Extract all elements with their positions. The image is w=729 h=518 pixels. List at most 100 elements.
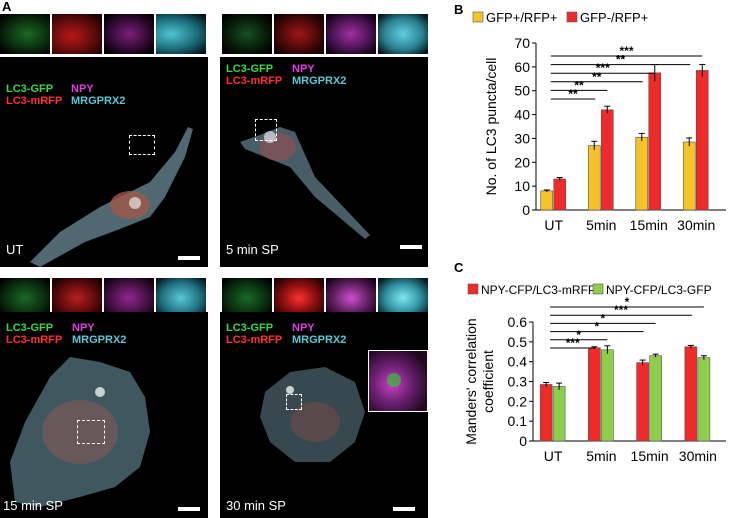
y-tick-label: 0 <box>519 433 527 449</box>
bar-GFP+/RFP+ <box>635 136 649 211</box>
panel-b-label: B <box>454 2 464 17</box>
label-lc3-gfp: LC3-GFP <box>226 322 274 334</box>
label-npy: NPY <box>71 83 94 95</box>
label-lc3-gfp: LC3-GFP <box>226 63 274 75</box>
x-tick-label: UT <box>544 217 563 233</box>
inset-thumb-5min-cyan <box>378 14 428 54</box>
legend-swatch <box>467 283 479 295</box>
bar-NPY-CFP/LC3-GFP <box>697 357 711 442</box>
micrograph-ut: LC3-GFP LC3-mRFP NPY MRGPRX2 UT <box>0 57 208 267</box>
inset-thumb-30min-magenta <box>326 278 376 318</box>
scale-bar <box>178 507 200 511</box>
bar-NPY-CFP/LC3-mRFP <box>684 346 698 442</box>
label-lc3-mrfp: LC3-mRFP <box>226 75 283 87</box>
y-tick-label: 60 <box>514 59 530 75</box>
legend-swatch <box>592 283 604 295</box>
y-tick-label: 30 <box>514 130 530 146</box>
y-tick-label: 0.6 <box>508 314 528 330</box>
label-npy: NPY <box>72 322 95 334</box>
bar-GFP-/RFP+ <box>695 70 709 211</box>
y-axis-label: coefficient <box>480 350 496 413</box>
inset-thumb-ut-magenta <box>104 14 154 54</box>
inset-thumb-30min-cyan <box>378 278 428 318</box>
bar-NPY-CFP/LC3-GFP <box>649 355 662 442</box>
scale-bar <box>400 245 422 249</box>
bar-NPY-CFP/LC3-GFP <box>552 386 566 442</box>
panel-c-label: C <box>454 260 464 275</box>
legend-label: NPY-CFP/LC3-mRFP <box>481 283 596 297</box>
legend-swatch <box>566 11 578 23</box>
significance-label: * <box>625 295 630 309</box>
micrograph-30min: LC3-GFP LC3-mRFP NPY MRGPRX2 30 min SP <box>220 312 428 518</box>
y-axis-label: Manders' correlation <box>463 318 479 444</box>
inset-thumb-ut-cyan <box>156 14 206 54</box>
bar-NPY-CFP/LC3-mRFP <box>636 362 649 442</box>
zoom-box-30min <box>286 394 302 410</box>
inset-thumb-30min-green <box>222 278 272 318</box>
inset-thumb-5min-red <box>274 14 324 54</box>
green-punctum <box>387 373 401 387</box>
y-tick-label: 50 <box>514 83 530 99</box>
cell-image-ut <box>30 127 193 267</box>
inset-thumb-5min-magenta <box>326 14 376 54</box>
x-tick-label: 30min <box>677 217 715 233</box>
legend-label: NPY-CFP/LC3-GFP <box>606 283 712 297</box>
inset-thumb-5min-green <box>222 14 272 54</box>
significance-label: *** <box>596 61 610 75</box>
x-tick-label: 15min <box>630 217 668 233</box>
condition-label-15min: 15 min SP <box>3 498 63 513</box>
inset-thumb-15min-green <box>0 278 50 318</box>
label-lc3-gfp: LC3-GFP <box>6 322 54 334</box>
legend-label: GFP-/RFP+ <box>580 10 648 25</box>
significance-label: *** <box>619 44 633 58</box>
micrograph-15min: LC3-GFP LC3-mRFP NPY MRGPRX2 15 min SP <box>0 312 208 518</box>
legend-swatch <box>472 11 484 23</box>
panel-a-label: A <box>2 0 12 14</box>
x-tick-label: 5min <box>586 217 616 233</box>
significance-label: * <box>576 328 581 342</box>
inset-thumb-30min-red <box>274 278 324 318</box>
condition-label-30min: 30 min SP <box>226 498 286 513</box>
y-tick-label: 0.1 <box>508 413 528 429</box>
bar-GFP+/RFP+ <box>587 145 601 211</box>
legend-label: GFP+/RFP+ <box>486 10 558 25</box>
inset-thumb-15min-magenta <box>104 278 154 318</box>
cell-image-15min <box>10 357 150 507</box>
label-mrgprx2: MRGPRX2 <box>292 334 347 346</box>
condition-label-ut: UT <box>6 242 24 257</box>
cell-image-30min <box>260 367 365 462</box>
bar-NPY-CFP/LC3-mRFP <box>588 347 601 442</box>
chart-b: 0 10 20 30 40 50 60 70 No. of LC3 puncta/cell UT 5… <box>472 10 726 233</box>
y-tick-label: 0.4 <box>508 354 528 370</box>
scale-bar <box>393 507 415 511</box>
bar-GFP+/RFP+ <box>682 141 696 211</box>
bar-NPY-CFP/LC3-mRFP <box>539 384 553 442</box>
label-lc3-mrfp: LC3-mRFP <box>6 95 63 107</box>
y-tick-label: 0.2 <box>508 393 528 409</box>
bar-GFP+/RFP+ <box>540 190 554 211</box>
y-tick-label: 40 <box>514 107 530 123</box>
y-tick-label: 10 <box>514 178 530 194</box>
label-lc3-mrfp: LC3-mRFP <box>226 334 283 346</box>
x-tick-label: 5min <box>586 448 616 464</box>
y-tick-label: 0.5 <box>508 334 528 350</box>
label-mrgprx2: MRGPRX2 <box>72 334 127 346</box>
zoom-box-15min <box>77 420 105 444</box>
y-tick-label: 0 <box>522 202 530 218</box>
label-lc3-mrfp: LC3-mRFP <box>6 334 63 346</box>
significance-label: ** <box>574 78 584 92</box>
significance-label: * <box>595 320 600 334</box>
bar-GFP-/RFP+ <box>553 178 567 211</box>
significance-label: ** <box>592 70 602 84</box>
significance-label: ** <box>616 53 626 67</box>
zoom-box-5min <box>255 119 277 141</box>
label-npy: NPY <box>292 63 315 75</box>
cell-image-5min <box>240 127 370 239</box>
inset-thumb-ut-red <box>52 14 102 54</box>
micrograph-5min: LC3-GFP LC3-mRFP NPY MRGPRX2 5 min SP <box>220 57 428 267</box>
x-tick-label: 30min <box>679 448 717 464</box>
inset-thumb-15min-red <box>52 278 102 318</box>
y-tick-label: 0.3 <box>508 374 528 390</box>
y-tick-label: 20 <box>514 154 530 170</box>
bar-GFP-/RFP+ <box>600 109 614 211</box>
